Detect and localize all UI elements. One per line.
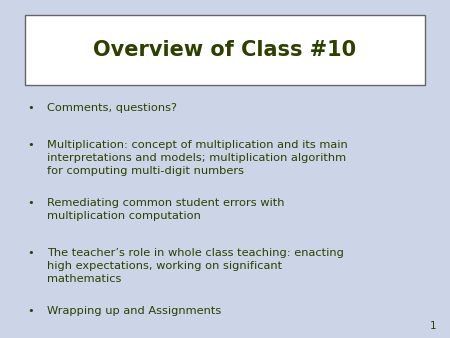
- Text: Wrapping up and Assignments: Wrapping up and Assignments: [47, 306, 221, 316]
- Text: The teacher’s role in whole class teaching: enacting
high expectations, working : The teacher’s role in whole class teachi…: [47, 248, 344, 284]
- Text: •: •: [27, 103, 34, 113]
- Text: •: •: [27, 140, 34, 150]
- FancyBboxPatch shape: [25, 15, 425, 84]
- Text: Overview of Class #10: Overview of Class #10: [94, 40, 356, 60]
- Text: 1: 1: [430, 321, 436, 331]
- Text: •: •: [27, 306, 34, 316]
- Text: •: •: [27, 198, 34, 208]
- Text: Comments, questions?: Comments, questions?: [47, 103, 177, 113]
- Text: •: •: [27, 248, 34, 259]
- Text: Multiplication: concept of multiplication and its main
interpretations and model: Multiplication: concept of multiplicatio…: [47, 140, 348, 176]
- Text: Remediating common student errors with
multiplication computation: Remediating common student errors with m…: [47, 198, 285, 220]
